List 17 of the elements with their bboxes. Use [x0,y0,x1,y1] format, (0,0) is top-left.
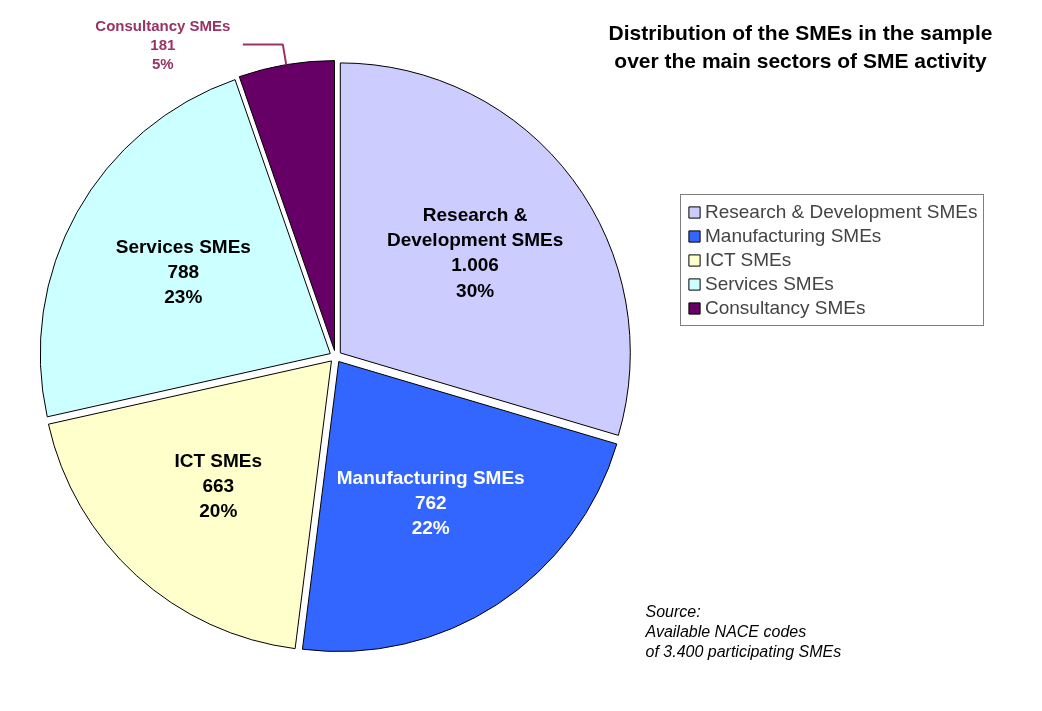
legend-label: Research & Development SMEs [705,201,978,223]
data-label: 1.006 30% [451,254,499,301]
legend-label: Manufacturing SMEs [705,225,882,247]
slice-label: Services SMEs [115,236,251,258]
data-label: 181 5% [150,36,176,72]
text: Distribution of the SMEs in the sample over the main sectors of SME activity [608,20,993,73]
data-label: 788 23% [164,261,203,308]
slice-label: ICT SMEs [174,449,263,471]
slice-label: Consultancy SMEs [95,17,231,35]
slice-label: Manufacturing SMEs [336,466,525,488]
legend-label: Services SMEs [705,273,834,295]
data-label: 663 20% [199,474,238,522]
legend-label: ICT SMEs [705,249,792,271]
source-note: Source: Available NACE codes of 3.400 participating SMEs [644,602,842,661]
data-label: 762 22% [411,491,450,539]
slice-label: Research & Development SMEs [386,203,564,251]
legend-label: Consultancy SMEs [705,297,866,319]
